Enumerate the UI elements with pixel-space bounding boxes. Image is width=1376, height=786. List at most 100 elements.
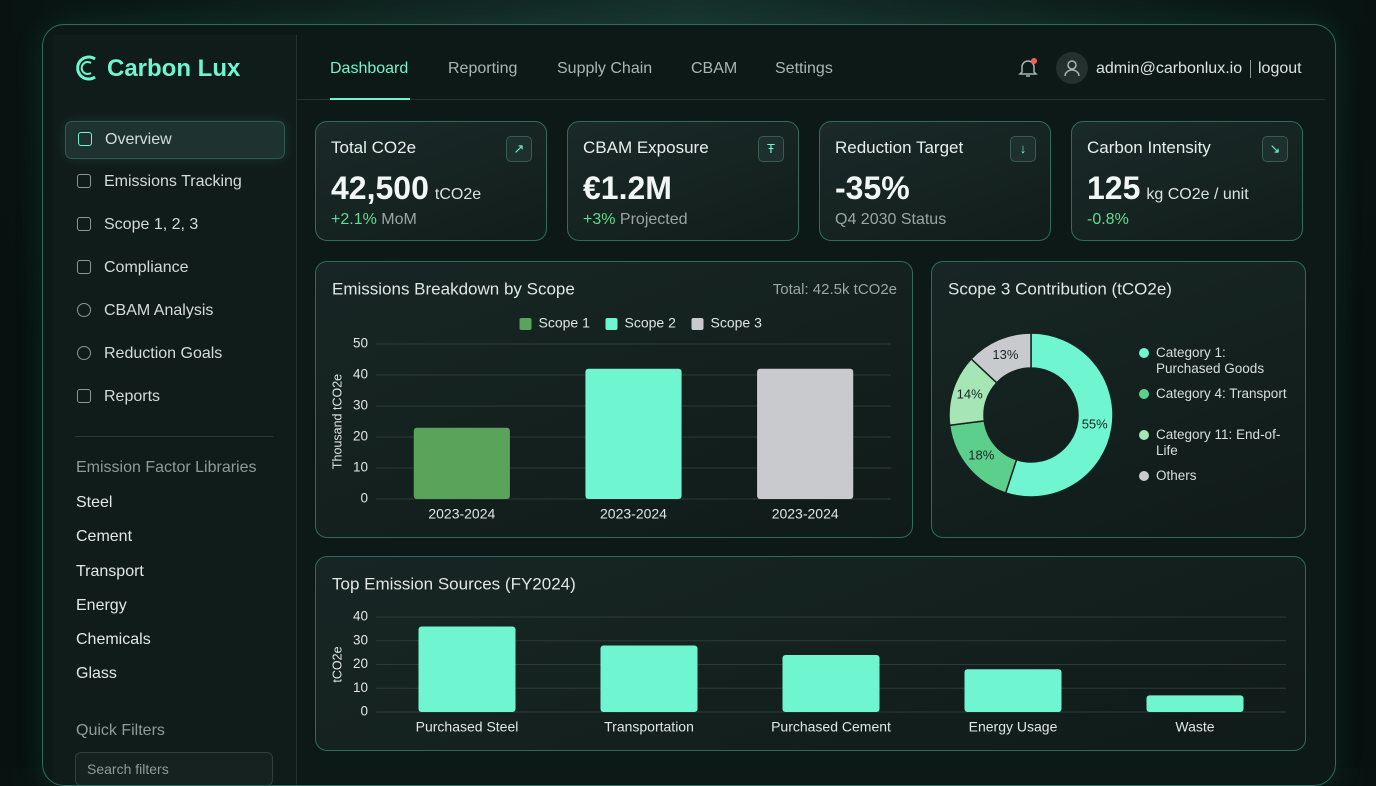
- kpi-title: Carbon Intensity: [1087, 138, 1211, 157]
- bar: [413, 427, 510, 499]
- chart-panel: Top Emission Sources (FY2024) 0 10 20 30 40 tC…: [315, 556, 1306, 751]
- logout[interactable]: logout: [1258, 60, 1302, 77]
- nav-label: Reduction Goals: [104, 345, 223, 362]
- kpi-card: Reduction Target ↓ -35% Q4 2030 Status: [819, 121, 1051, 241]
- divider: [75, 436, 273, 437]
- kpi-value: 42,500 tCO2e: [331, 170, 481, 207]
- kpi-title: CBAM Exposure: [583, 138, 709, 157]
- tab-underline: [330, 98, 410, 100]
- y-tick-label: 20: [353, 429, 368, 444]
- tab[interactable]: Dashboard: [330, 60, 409, 77]
- bar: [418, 626, 516, 712]
- nav-item[interactable]: Emissions Tracking: [65, 164, 283, 200]
- section-title: Emission Factor Libraries: [76, 459, 257, 476]
- topbar-divider: [297, 99, 1325, 100]
- bell-icon[interactable]: [1017, 57, 1039, 79]
- search-placeholder: Search filters: [87, 761, 169, 777]
- bar: [757, 368, 854, 499]
- tab[interactable]: CBAM: [691, 60, 738, 77]
- separator: [1250, 60, 1251, 78]
- nav-label: Scope 1, 2, 3: [104, 216, 199, 233]
- slice-label: 14%: [957, 387, 983, 402]
- y-tick-label: 30: [353, 632, 368, 647]
- kpi-note: MoM: [381, 211, 417, 228]
- bar: [1146, 695, 1244, 712]
- nav-label: Emissions Tracking: [104, 173, 242, 190]
- chart: Scope 3 Contribution (tCO2e) 55% 18% 14% 13%: [948, 279, 1172, 498]
- tab[interactable]: Reporting: [448, 60, 518, 77]
- y-axis-label: Thousand tCO2e: [330, 374, 344, 469]
- kpi-note: Q4 2030 Status: [835, 211, 947, 228]
- user-email: admin@carbonlux.io: [1096, 60, 1243, 77]
- library-item[interactable]: Transport: [76, 563, 144, 580]
- nav-item[interactable]: Scope 1, 2, 3: [65, 207, 283, 243]
- kpi-value: -35%: [835, 170, 910, 207]
- y-tick-label: 50: [353, 336, 368, 351]
- avatar[interactable]: [1056, 52, 1088, 84]
- x-tick-label: 2023-2024: [600, 506, 667, 522]
- sidebar: Carbon Lux Overview Emissions Tracking S…: [53, 35, 297, 785]
- kpi-sub: +3% Projected: [583, 211, 688, 229]
- library-item[interactable]: Cement: [76, 528, 133, 545]
- bar: [782, 655, 880, 712]
- legend-label: Category 11: End-of-Life: [1156, 427, 1281, 458]
- kpi-delta: +3%: [583, 211, 616, 228]
- logo: [76, 55, 96, 81]
- legend-swatch: [1139, 471, 1149, 481]
- tab[interactable]: Settings: [775, 60, 833, 77]
- y-tick-label: 20: [353, 656, 368, 671]
- tab[interactable]: Supply Chain: [557, 60, 653, 77]
- search-box[interactable]: Search filters: [75, 752, 273, 785]
- x-tick-label: Energy Usage: [969, 719, 1058, 735]
- x-tick-label: Transportation: [604, 719, 694, 735]
- kpi-sub: +2.1% MoM: [331, 211, 417, 229]
- x-tick-label: Waste: [1175, 719, 1214, 735]
- library-item[interactable]: Chemicals: [76, 631, 151, 648]
- nav-label: Overview: [105, 131, 172, 148]
- chart-title: Scope 3 Contribution (tCO2e): [948, 279, 1172, 298]
- legend-swatch: [691, 318, 704, 330]
- bar: [964, 669, 1062, 712]
- legend-label: Category 1: Purchased Goods: [1156, 345, 1265, 376]
- library-item[interactable]: Glass: [76, 665, 117, 682]
- chart-title: Top Emission Sources (FY2024): [332, 574, 576, 593]
- y-tick-label: 0: [360, 704, 368, 719]
- brand: Carbon Lux: [107, 55, 241, 82]
- nav-item[interactable]: CBAM Analysis: [65, 293, 283, 329]
- chart-title: Emissions Breakdown by Scope: [332, 279, 575, 298]
- kpi-number: 42,500: [331, 170, 429, 206]
- x-tick-label: 2023-2024: [772, 506, 839, 522]
- nav-item[interactable]: Compliance: [65, 250, 283, 286]
- legend-label: Others: [1156, 468, 1197, 483]
- kpi-icon: ↓: [1010, 136, 1036, 162]
- kpi-sub: -0.8%: [1087, 211, 1129, 229]
- nav-item[interactable]: Overview: [65, 121, 285, 159]
- kpi-card: Carbon Intensity ↘ 125 kg CO2e / unit -0.8%: [1071, 121, 1303, 241]
- kpi-delta: +2.1%: [331, 211, 377, 228]
- kpi-number: €1.2M: [583, 170, 672, 206]
- kpi-delta: -0.8%: [1087, 211, 1129, 228]
- legend-swatch: [519, 318, 532, 330]
- kpi-value: 125 kg CO2e / unit: [1087, 170, 1249, 207]
- legend-swatch: [1139, 430, 1149, 440]
- library-item[interactable]: Energy: [76, 597, 127, 614]
- app-frame: Carbon Lux Overview Emissions Tracking S…: [42, 24, 1336, 786]
- y-tick-label: 10: [353, 460, 368, 475]
- nav-item[interactable]: Reports: [65, 379, 283, 415]
- y-tick-label: 40: [353, 609, 368, 624]
- library-item[interactable]: Steel: [76, 494, 113, 511]
- legend-swatch: [605, 318, 618, 330]
- y-tick-label: 30: [353, 398, 368, 413]
- nav-item[interactable]: Reduction Goals: [65, 336, 283, 372]
- chart-subtitle: Total: 42.5k tCO2e: [773, 281, 897, 298]
- kpi-sub: Q4 2030 Status: [835, 211, 946, 229]
- legend-label: Category 4: Transport: [1156, 386, 1287, 401]
- chart: Emissions Breakdown by Scope Total: 42.5k…: [330, 279, 897, 522]
- donut-slice: [1004, 332, 1114, 498]
- kpi-unit: tCO2e: [434, 186, 482, 203]
- kpi-icon: ↗: [506, 136, 532, 162]
- legend-swatch: [1139, 348, 1149, 358]
- nav-label: CBAM Analysis: [104, 302, 214, 319]
- legend-item: Category 4: Transport: [1139, 386, 1289, 402]
